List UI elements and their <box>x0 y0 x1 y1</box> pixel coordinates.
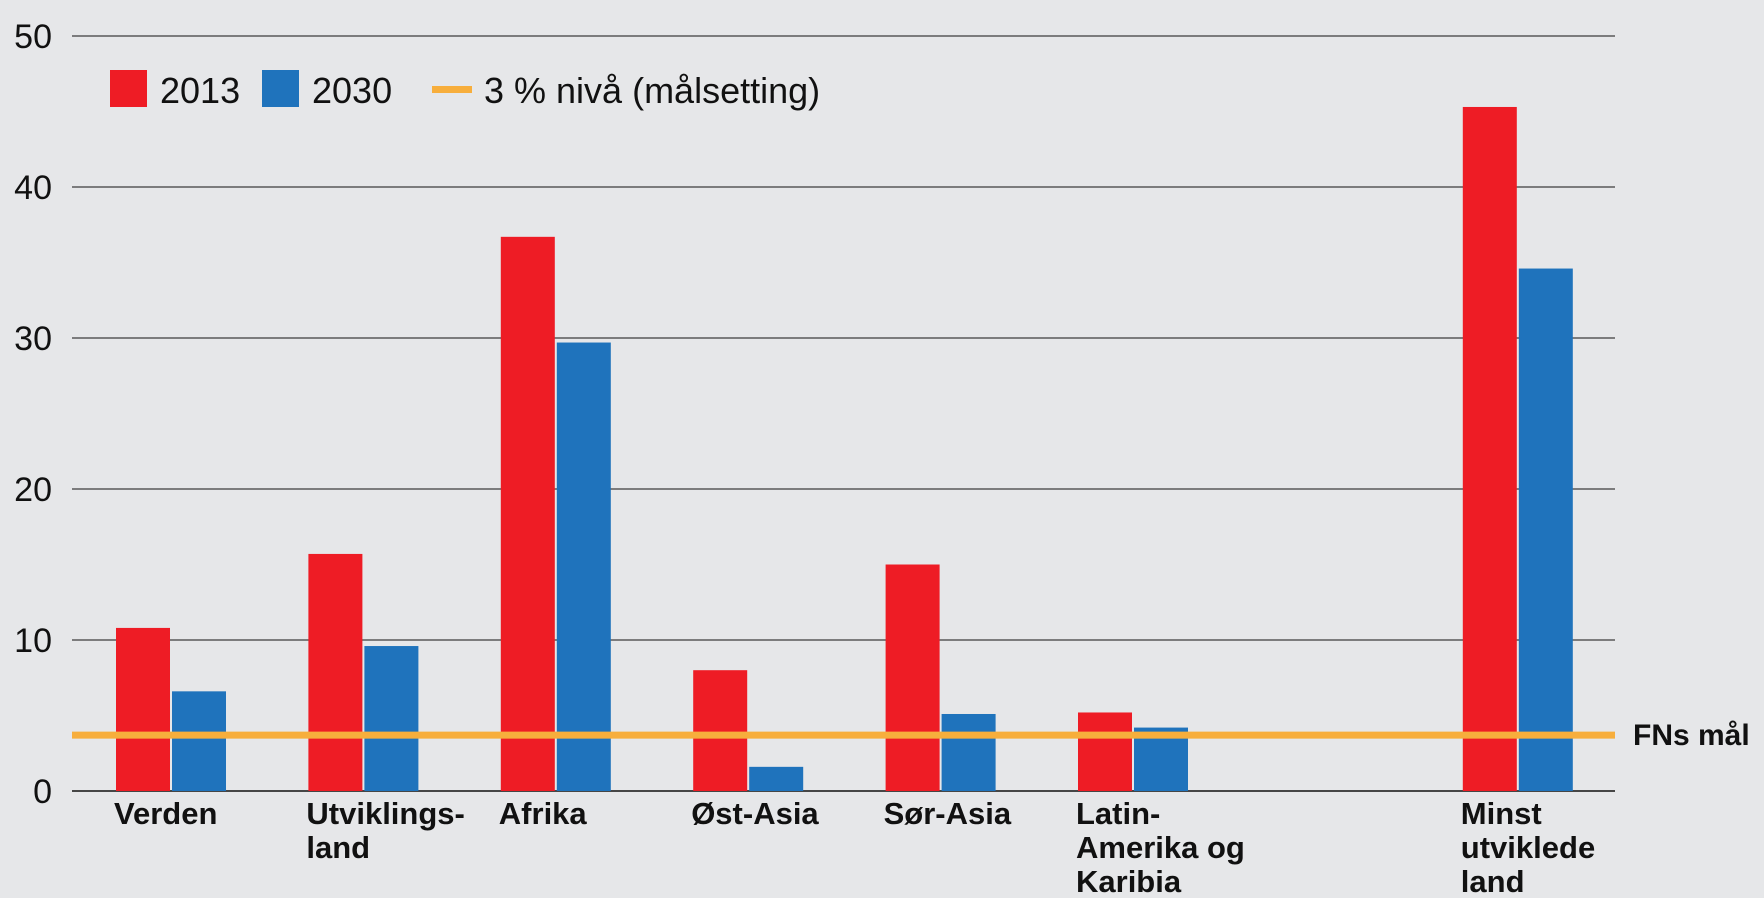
legend-label-reference: 3 % nivå (målsetting) <box>484 70 820 111</box>
legend-label: 2030 <box>312 70 392 111</box>
legend-swatch-2013 <box>110 70 147 107</box>
category-label: Amerika og <box>1076 830 1245 865</box>
bar-2013 <box>116 627 170 791</box>
legend-label: 2013 <box>160 70 240 111</box>
bar-2030 <box>941 713 996 791</box>
category-label: Sør-Asia <box>884 796 1012 831</box>
category-label: Karibia <box>1076 864 1182 898</box>
category-label: Utviklings- <box>306 796 464 831</box>
bar-2030 <box>364 646 419 791</box>
y-tick-label: 40 <box>14 169 52 207</box>
gridlines <box>72 35 1615 792</box>
bar-2013 <box>500 236 555 791</box>
category-label: Verden <box>114 796 217 831</box>
y-tick-label: 10 <box>14 622 52 660</box>
y-tick-label: 0 <box>33 773 52 811</box>
category-label: Minst <box>1461 796 1542 831</box>
category-label: utviklede <box>1461 830 1595 865</box>
bar-2030 <box>556 342 611 791</box>
bar-2013 <box>308 553 363 791</box>
bar-2013 <box>1462 106 1517 792</box>
category-labels: Verden Utviklings-land Afrika Øst-Asia Sør-A… <box>114 796 1595 898</box>
bar-2013 <box>1078 712 1132 791</box>
y-tick-label: 20 <box>14 471 52 509</box>
category-label: Afrika <box>499 796 588 831</box>
bar-2013 <box>693 670 748 791</box>
bars <box>116 106 1573 792</box>
reference-line-group: FNs mål <box>72 719 1750 752</box>
legend-swatch-reference <box>432 86 472 93</box>
category-label: Øst-Asia <box>691 796 819 831</box>
bar-2030 <box>749 766 804 791</box>
legend: 2013 2030 3 % nivå (målsetting) <box>110 70 820 111</box>
y-axis-ticks: 0 10 20 30 40 50 <box>14 18 52 811</box>
category-label: land <box>306 830 370 865</box>
reference-line-label: FNs mål <box>1633 719 1750 752</box>
category-label: land <box>1461 864 1525 898</box>
bar-2013 <box>885 564 940 791</box>
bar-2030 <box>172 691 226 791</box>
category-label: Latin- <box>1076 796 1160 831</box>
bar-2030 <box>1518 268 1573 791</box>
y-tick-label: 30 <box>14 320 52 358</box>
y-tick-label: 50 <box>14 18 52 56</box>
legend-swatch-2030 <box>262 70 299 107</box>
